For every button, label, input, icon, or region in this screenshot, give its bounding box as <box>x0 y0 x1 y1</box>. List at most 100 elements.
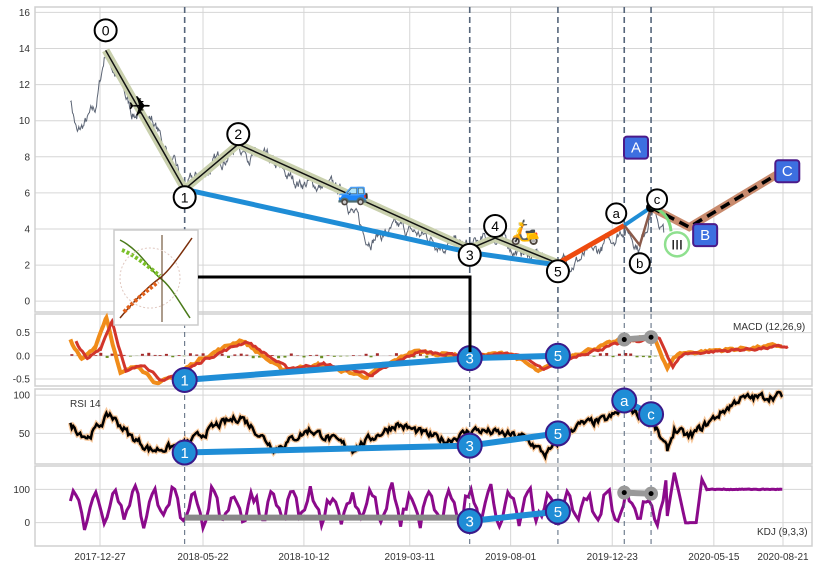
wave-label-text: c <box>647 407 655 424</box>
macd-histogram-bar <box>245 355 248 356</box>
x-tick-label: 2018-05-22 <box>177 552 229 563</box>
macd-y-tick-label: -0.5 <box>13 375 31 386</box>
inset-thumbnail <box>114 230 198 325</box>
price-y-tick-label: 8 <box>24 152 30 163</box>
kdj-label: KDJ (9,3,3) <box>757 527 808 538</box>
macd-histogram-bar <box>240 354 243 356</box>
macd-histogram-bar <box>425 356 428 358</box>
macd-histogram-bar <box>171 356 174 357</box>
macd-histogram-bar <box>605 353 608 356</box>
wave-label-text: 3 <box>466 513 474 530</box>
macd-histogram-bar <box>165 354 168 356</box>
macd-histogram-bar <box>147 353 150 356</box>
wave-label-text: III <box>671 236 683 252</box>
price-y-tick-label: 16 <box>19 8 31 19</box>
rsi-y-tick-label: 50 <box>19 429 31 440</box>
wave-label-text: 3 <box>466 247 474 263</box>
x-tick-label: 2020-08-21 <box>757 552 809 563</box>
macd-histogram-bar <box>202 353 205 355</box>
macd-histogram-bar <box>303 356 306 358</box>
macd-histogram-bar <box>106 356 109 358</box>
price-y-tick-label: 0 <box>24 297 30 308</box>
macd-histogram-bar <box>612 356 615 357</box>
macd-histogram-bar <box>233 354 236 355</box>
price-y-tick-label: 4 <box>24 224 30 235</box>
macd-histogram-bar <box>283 356 286 358</box>
wave-label-text: 5 <box>554 348 562 365</box>
kdj-y-tick-label: 100 <box>13 485 30 496</box>
macd-histogram-bar <box>70 354 73 356</box>
macd-y-tick-label: 0.0 <box>16 351 30 362</box>
macd-histogram-bar <box>277 356 280 358</box>
wave-label-text: 1 <box>180 445 188 462</box>
macd-histogram-bar <box>271 355 274 356</box>
macd-histogram-bar <box>290 353 293 355</box>
macd-histogram-bar <box>395 353 398 356</box>
macd-histogram-bar <box>94 355 97 356</box>
x-tick-label: 2018-10-12 <box>278 552 330 563</box>
wave-label-text: 0 <box>102 22 110 38</box>
wave-label-text: 1 <box>180 372 188 389</box>
macd-histogram-bar <box>370 356 373 357</box>
rsi-label: RSI 14 <box>70 399 101 410</box>
projection-label: A <box>631 140 641 157</box>
wave-label-text: 3 <box>466 351 474 368</box>
x-tick-label: 2019-12-23 <box>587 552 639 563</box>
macd-histogram-bar <box>195 354 198 355</box>
macd-histogram-bar <box>178 355 181 356</box>
macd-histogram-bar <box>159 355 162 356</box>
macd-histogram-bar <box>339 356 342 357</box>
macd-histogram-bar <box>252 356 255 358</box>
projection-label: C <box>782 163 793 180</box>
macd-histogram-bar <box>642 356 645 357</box>
wave-label-text: 3 <box>466 438 474 455</box>
macd-histogram-bar <box>629 353 632 355</box>
kdj-peak-dot-center <box>649 491 654 496</box>
macd-histogram-bar <box>636 356 639 358</box>
kdj-peak-dot-center <box>622 490 627 495</box>
price-y-tick-label: 10 <box>19 116 31 127</box>
macd-histogram-bar <box>648 356 651 358</box>
car-icon: 🚙 <box>337 176 369 207</box>
macd-histogram-bar <box>599 353 602 356</box>
macd-histogram-bar <box>129 356 132 357</box>
macd-histogram-bar <box>141 354 144 356</box>
scooter-icon: 🛵 <box>510 219 540 246</box>
wave-label-text: b <box>636 256 643 271</box>
wave-label-text: a <box>613 206 621 221</box>
macd-histogram-bar <box>592 356 595 357</box>
macd-histogram-bar <box>376 353 379 356</box>
projection-label: B <box>700 227 710 244</box>
x-tick-label: 2019-03-11 <box>385 552 436 563</box>
kdj-line <box>70 473 782 530</box>
wave-label-text: 2 <box>234 126 242 142</box>
macd-histogram-bar <box>111 354 114 356</box>
macd-histogram-bar <box>352 355 355 356</box>
macd-histogram-bar <box>654 356 657 357</box>
macd-label: MACD (12,26,9) <box>733 322 805 333</box>
macd-histogram-bar <box>315 355 318 356</box>
x-tick-label: 2017-12-27 <box>74 552 126 563</box>
macd-histogram-bar <box>189 353 192 356</box>
wave-label-text: a <box>620 393 629 410</box>
macd-histogram-bar <box>154 355 157 356</box>
macd-histogram-bar <box>365 354 368 356</box>
wave-label-text: 5 <box>554 426 562 443</box>
macd-histogram-bar <box>221 354 224 356</box>
wave-label-text: c <box>654 192 661 207</box>
price-y-tick-label: 2 <box>24 261 30 272</box>
macd-y-tick-label: 0.5 <box>16 328 30 339</box>
macd-histogram-bar <box>227 356 230 358</box>
macd-histogram-bar <box>333 356 336 357</box>
macd-peak-dot-center <box>622 337 627 342</box>
price-y-tick-label: 12 <box>19 80 31 91</box>
wave-label-text: 5 <box>554 263 562 279</box>
macd-histogram-bar <box>320 356 323 358</box>
macd-histogram-bar <box>326 355 329 356</box>
wave-label-text: 4 <box>491 218 499 234</box>
macd-histogram-bar <box>309 355 312 356</box>
abc-wave-line <box>624 207 651 245</box>
x-tick-label: 2020-05-15 <box>688 552 740 563</box>
rsi-y-tick-label: 100 <box>13 391 30 402</box>
